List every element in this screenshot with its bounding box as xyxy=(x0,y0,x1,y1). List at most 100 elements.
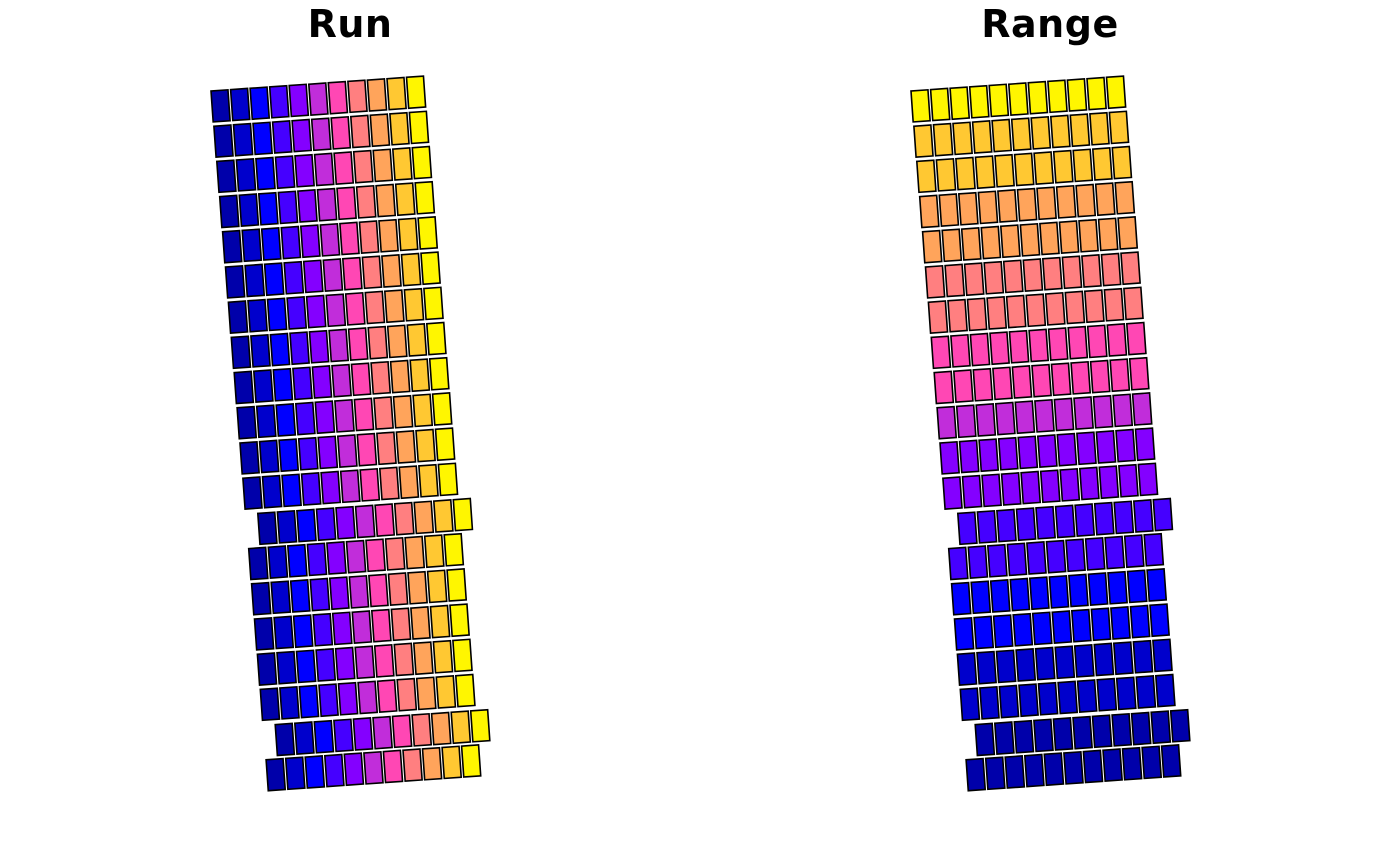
grid-cell-run-r4-c3 xyxy=(280,225,302,260)
grid-cell-run-r2-c2 xyxy=(255,156,276,191)
grid-cell-range-r16-c6 xyxy=(1073,643,1095,678)
grid-cell-range-r1-c3 xyxy=(971,120,993,154)
grid-cell-run-r6-c10 xyxy=(423,286,444,321)
grid-cell-range-r3-c2 xyxy=(957,191,979,226)
grid-cell-range-r14-c3 xyxy=(1009,577,1031,612)
grid-cell-run-r5-c3 xyxy=(283,260,305,295)
grid-cell-range-r1-c9 xyxy=(1089,111,1110,146)
grid-cell-run-r11-c7 xyxy=(378,466,400,501)
grid-cell-run-r16-c5 xyxy=(354,645,376,680)
grid-cell-run-r2-c9 xyxy=(391,147,413,181)
grid-cell-run-r17-c9 xyxy=(435,675,457,709)
grid-cell-run-r13-c2 xyxy=(286,543,308,578)
grid-cell-range-r2-c1 xyxy=(935,157,957,192)
grid-cell-run-r12-c5 xyxy=(354,504,376,539)
grid-cell-range-r7-c8 xyxy=(1086,324,1108,359)
grid-cell-run-r13-c1 xyxy=(267,545,289,579)
grid-cell-range-r5-c2 xyxy=(963,262,985,297)
grid-cell-range-r17-c10 xyxy=(1154,673,1176,708)
grid-cell-range-r19-c0 xyxy=(965,757,987,792)
grid-cell-run-r19-c6 xyxy=(382,749,404,784)
grid-cell-run-r4-c2 xyxy=(260,227,282,261)
grid-cell-run-r0-c1 xyxy=(229,87,251,122)
grid-cell-range-r5-c6 xyxy=(1041,256,1063,291)
grid-cell-run-r18-c0 xyxy=(274,722,296,757)
grid-cell-run-r13-c5 xyxy=(345,539,367,574)
grid-cell-run-r8-c3 xyxy=(292,366,313,401)
grid-cell-run-r3-c9 xyxy=(394,182,416,217)
grid-cell-run-r1-c4 xyxy=(291,118,313,153)
grid-cell-range-r7-c6 xyxy=(1047,327,1069,361)
grid-cell-run-r8-c2 xyxy=(272,367,294,402)
grid-cell-run-r3-c10 xyxy=(414,180,436,215)
grid-cell-range-r0-c7 xyxy=(1047,79,1068,114)
grid-cell-range-r9-c2 xyxy=(975,403,997,437)
grid-cell-range-r3-c4 xyxy=(997,189,1018,223)
grid-cell-range-r1-c6 xyxy=(1030,115,1052,150)
grid-cell-range-r1-c7 xyxy=(1049,114,1071,149)
grid-cell-range-r2-c7 xyxy=(1052,149,1074,184)
grid-cell-run-r10-c6 xyxy=(356,432,378,467)
grid-cell-range-r5-c7 xyxy=(1061,255,1083,290)
grid-cell-range-r5-c1 xyxy=(944,263,966,298)
grid-cell-range-r3-c3 xyxy=(977,190,999,225)
grid-cell-range-r3-c8 xyxy=(1075,183,1097,218)
grid-cell-range-r0-c10 xyxy=(1105,75,1127,110)
grid-cell-range-r1-c2 xyxy=(952,121,973,156)
grid-cell-run-r13-c0 xyxy=(247,546,269,581)
grid-cell-range-r14-c4 xyxy=(1028,576,1050,611)
grid-cell-range-r15-c7 xyxy=(1090,607,1112,642)
grid-cell-run-r1-c10 xyxy=(408,110,430,145)
grid-cell-range-r1-c10 xyxy=(1108,110,1130,145)
grid-cell-run-r4-c0 xyxy=(221,229,243,264)
grid-cell-range-r15-c4 xyxy=(1031,611,1053,646)
grid-cell-range-r11-c5 xyxy=(1039,469,1061,504)
grid-cell-range-r9-c6 xyxy=(1053,397,1075,432)
grid-cell-range-r8-c5 xyxy=(1031,363,1052,398)
grid-cell-range-r18-c2 xyxy=(1013,719,1035,754)
grid-cell-run-r9-c8 xyxy=(392,394,414,429)
grid-cell-range-r18-c4 xyxy=(1052,717,1074,751)
grid-cell-run-r7-c4 xyxy=(308,329,330,364)
panel-range: Range xyxy=(700,0,1400,866)
grid-cell-run-r12-c10 xyxy=(452,497,474,532)
grid-cell-run-r17-c10 xyxy=(454,673,476,708)
grid-cell-run-r10-c3 xyxy=(297,436,319,471)
grid-cell-range-r4-c9 xyxy=(1097,217,1119,252)
panel-title-range: Range xyxy=(981,2,1119,46)
grid-cell-range-r16-c9 xyxy=(1132,639,1154,674)
grid-cell-range-r15-c1 xyxy=(973,615,995,650)
grid-cell-range-r17-c3 xyxy=(1018,683,1039,718)
grid-cell-run-r13-c3 xyxy=(306,542,328,577)
grid-cell-run-r4-c4 xyxy=(299,224,321,259)
grid-cell-run-r13-c10 xyxy=(443,532,465,567)
grid-cell-range-r17-c9 xyxy=(1135,675,1157,709)
grid-cell-range-r10-c8 xyxy=(1095,430,1117,464)
grid-cell-run-r0-c10 xyxy=(405,75,427,110)
grid-cell-range-r8-c2 xyxy=(972,367,994,402)
grid-cell-run-r12-c8 xyxy=(413,500,435,535)
grid-cell-range-r4-c0 xyxy=(921,229,943,264)
grid-cell-range-r2-c8 xyxy=(1072,148,1094,183)
grid-cell-range-r1-c8 xyxy=(1069,113,1091,148)
grid-cell-range-r14-c1 xyxy=(970,580,992,615)
grid-cell-run-r1-c6 xyxy=(330,115,352,150)
grid-cell-run-r7-c6 xyxy=(347,327,369,361)
grid-cell-range-r13-c3 xyxy=(1006,542,1028,577)
grid-cell-run-r14-c2 xyxy=(289,579,311,613)
grid-cell-run-r1-c0 xyxy=(213,124,234,158)
grid-cell-range-r9-c4 xyxy=(1014,400,1036,435)
grid-cell-range-r8-c10 xyxy=(1128,356,1150,391)
grid-cell-range-r6-c3 xyxy=(986,296,1008,330)
grid-cell-run-r7-c8 xyxy=(386,324,408,359)
grid-cell-run-r16-c6 xyxy=(373,643,395,678)
grid-cell-range-r19-c5 xyxy=(1063,750,1084,785)
grid-cell-range-r19-c2 xyxy=(1004,755,1026,789)
grid-cell-run-r13-c7 xyxy=(384,536,406,571)
grid-cell-run-r4-c8 xyxy=(378,218,399,253)
grid-cell-range-r7-c7 xyxy=(1067,325,1089,360)
grid-cell-range-r19-c6 xyxy=(1082,749,1104,784)
grid-cell-run-r15-c3 xyxy=(312,612,334,647)
grid-cell-range-r4-c1 xyxy=(941,228,963,263)
grid-cell-range-r15-c8 xyxy=(1110,606,1131,640)
